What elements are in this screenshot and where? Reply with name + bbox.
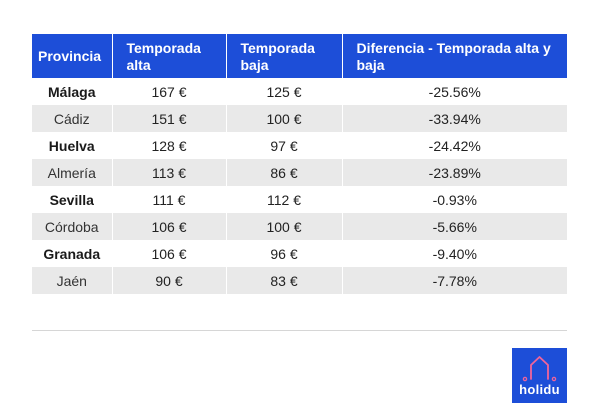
cell-low-season: 100 € bbox=[226, 213, 343, 240]
cell-province: Almería bbox=[32, 159, 113, 186]
table-row: Córdoba 106 € 100 € -5.66% bbox=[32, 213, 567, 240]
cell-high-season: 106 € bbox=[112, 240, 227, 267]
cell-difference: -23.89% bbox=[342, 159, 567, 186]
table-row: Sevilla 111 € 112 € -0.93% bbox=[32, 186, 567, 213]
table-row: Almería 113 € 86 € -23.89% bbox=[32, 159, 567, 186]
cell-low-season: 86 € bbox=[226, 159, 343, 186]
cell-high-season: 113 € bbox=[112, 159, 227, 186]
cell-province: Granada bbox=[32, 240, 113, 267]
header-cell-high-season: Temporada alta bbox=[112, 34, 227, 78]
table-row: Huelva 128 € 97 € -24.42% bbox=[32, 132, 567, 159]
table-row: Cádiz 151 € 100 € -33.94% bbox=[32, 105, 567, 132]
cell-province: Cádiz bbox=[32, 105, 113, 132]
cell-high-season: 106 € bbox=[112, 213, 227, 240]
cell-low-season: 125 € bbox=[226, 78, 343, 105]
header-row: Provincia Temporada alta Temporada baja … bbox=[32, 34, 567, 78]
table-row: Málaga 167 € 125 € -25.56% bbox=[32, 78, 567, 105]
cell-difference: -5.66% bbox=[342, 213, 567, 240]
cell-difference: -7.78% bbox=[342, 267, 567, 294]
cell-high-season: 151 € bbox=[112, 105, 227, 132]
cell-difference: -25.56% bbox=[342, 78, 567, 105]
holidu-logo: holidu bbox=[512, 348, 567, 403]
price-table: Provincia Temporada alta Temporada baja … bbox=[32, 34, 567, 294]
header-cell-low-season: Temporada baja bbox=[226, 34, 343, 78]
data-table-wrapper: Provincia Temporada alta Temporada baja … bbox=[32, 34, 567, 294]
cell-low-season: 100 € bbox=[226, 105, 343, 132]
logo-text: holidu bbox=[519, 382, 560, 397]
cell-difference: -24.42% bbox=[342, 132, 567, 159]
table-body: Málaga 167 € 125 € -25.56% Cádiz 151 € 1… bbox=[32, 78, 567, 294]
cell-high-season: 128 € bbox=[112, 132, 227, 159]
cell-low-season: 97 € bbox=[226, 132, 343, 159]
cell-province: Córdoba bbox=[32, 213, 113, 240]
cell-low-season: 112 € bbox=[226, 186, 343, 213]
cell-low-season: 83 € bbox=[226, 267, 343, 294]
cell-province: Málaga bbox=[32, 78, 113, 105]
cell-high-season: 90 € bbox=[112, 267, 227, 294]
cell-difference: -33.94% bbox=[342, 105, 567, 132]
cell-high-season: 167 € bbox=[112, 78, 227, 105]
header-cell-difference: Diferencia - Temporada alta y baja bbox=[342, 34, 567, 78]
header-cell-province: Provincia bbox=[32, 34, 113, 78]
cell-province: Sevilla bbox=[32, 186, 113, 213]
cell-province: Huelva bbox=[32, 132, 113, 159]
cell-low-season: 96 € bbox=[226, 240, 343, 267]
house-outline-icon bbox=[522, 356, 557, 382]
table-row: Granada 106 € 96 € -9.40% bbox=[32, 240, 567, 267]
table-row: Jaén 90 € 83 € -7.78% bbox=[32, 267, 567, 294]
cell-high-season: 111 € bbox=[112, 186, 227, 213]
footer-divider bbox=[32, 330, 567, 331]
cell-province: Jaén bbox=[32, 267, 113, 294]
cell-difference: -0.93% bbox=[342, 186, 567, 213]
cell-difference: -9.40% bbox=[342, 240, 567, 267]
